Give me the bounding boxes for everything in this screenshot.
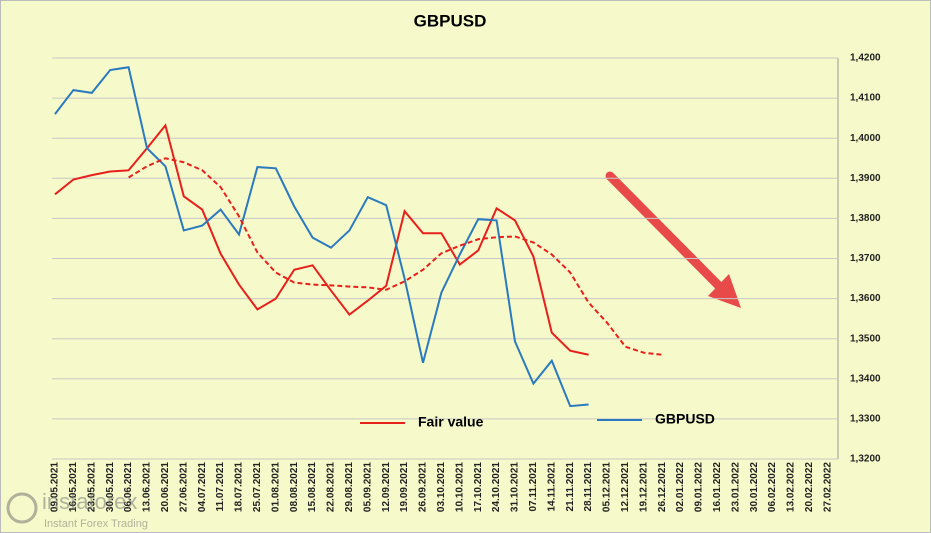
x-tick-label: 20.06.2021 — [160, 462, 171, 512]
x-tick-label: 16.05.2021 — [68, 462, 79, 512]
x-tick-label: 27.06.2021 — [178, 462, 189, 512]
x-tick-label: 15.08.2021 — [307, 462, 318, 512]
x-tick-label: 26.09.2021 — [418, 462, 429, 512]
x-tick-label: 12.09.2021 — [381, 462, 392, 512]
y-tick-label: 1,4200 — [850, 53, 881, 64]
x-tick-label: 05.12.2021 — [602, 462, 613, 512]
x-tick-label: 11.07.2021 — [215, 462, 226, 512]
x-tick-label: 25.07.2021 — [252, 462, 263, 512]
y-tick-label: 1,4000 — [850, 133, 881, 144]
series-line — [128, 157, 663, 356]
x-tick-label: 06.06.2021 — [123, 462, 134, 512]
x-tick-label: 14.11.2021 — [546, 462, 557, 512]
legend-label: Fair value — [418, 414, 484, 430]
x-tick-label: 19.09.2021 — [399, 462, 410, 512]
y-tick-label: 1,4100 — [850, 93, 881, 104]
x-tick-label: 09.01.2022 — [694, 462, 705, 512]
x-tick-label: 29.08.2021 — [344, 462, 355, 512]
x-tick-label: 02.01.2022 — [675, 462, 686, 512]
x-tick-label: 21.11.2021 — [565, 462, 576, 512]
logo-brand: instaforex — [42, 489, 137, 514]
x-tick-label: 07.11.2021 — [528, 462, 539, 512]
x-tick-label: 16.01.2022 — [712, 462, 723, 512]
x-tick-label: 28.11.2021 — [583, 462, 594, 512]
y-tick-label: 1,3200 — [850, 454, 881, 465]
x-tick-label: 22.08.2021 — [326, 462, 337, 512]
x-tick-label: 24.10.2021 — [491, 462, 502, 512]
x-tick-label: 13.02.2022 — [786, 462, 797, 512]
x-tick-label: 03.10.2021 — [436, 462, 447, 512]
x-tick-label: 23.05.2021 — [86, 462, 97, 512]
x-tick-label: 20.02.2022 — [804, 462, 815, 512]
x-tick-label: 01.08.2021 — [270, 462, 281, 512]
x-tick-label: 05.09.2021 — [362, 462, 373, 512]
x-tick-label: 30.01.2022 — [749, 462, 760, 512]
chart-title: GBPUSD — [414, 11, 487, 30]
x-tick-label: 23.01.2022 — [730, 462, 741, 512]
x-tick-label: 26.12.2021 — [657, 462, 668, 512]
y-tick-label: 1,3700 — [850, 253, 881, 264]
x-tick-label: 06.02.2022 — [767, 462, 778, 512]
y-tick-label: 1,3600 — [850, 293, 881, 304]
series-line — [54, 123, 589, 356]
legend-label: GBPUSD — [655, 411, 715, 427]
y-tick-label: 1,3800 — [850, 213, 881, 224]
x-tick-label: 13.06.2021 — [142, 462, 153, 512]
y-tick-label: 1,3500 — [850, 333, 881, 344]
logo: instaforex Instant Forex Trading — [6, 489, 148, 530]
trend-arrow — [605, 171, 741, 308]
x-tick-label: 12.12.2021 — [620, 462, 631, 512]
logo-tagline: Instant Forex Trading — [44, 518, 148, 530]
x-tick-label: 17.10.2021 — [473, 462, 484, 512]
x-tick-label: 08.08.2021 — [289, 462, 300, 512]
y-tick-label: 1,3900 — [850, 173, 881, 184]
x-tick-label: 10.10.2021 — [454, 462, 465, 512]
x-tick-label: 19.12.2021 — [638, 462, 649, 512]
x-tick-label: 09.05.2021 — [50, 462, 61, 512]
x-tick-label: 31.10.2021 — [510, 462, 521, 512]
y-tick-label: 1,3300 — [850, 414, 881, 425]
x-tick-label: 04.07.2021 — [197, 462, 208, 512]
x-tick-label: 30.05.2021 — [105, 462, 116, 512]
x-tick-label: 27.02.2022 — [822, 462, 833, 512]
logo-icon — [6, 492, 38, 524]
y-tick-label: 1,3400 — [850, 373, 881, 384]
x-tick-label: 18.07.2021 — [234, 462, 245, 512]
series-line — [54, 66, 589, 408]
